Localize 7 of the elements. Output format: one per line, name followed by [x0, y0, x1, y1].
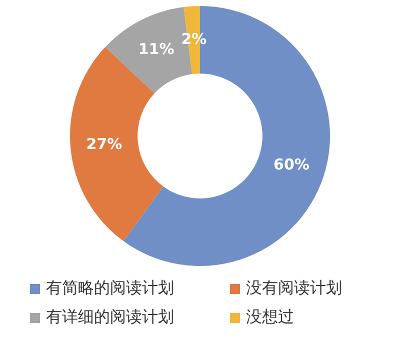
legend-label: 有详细的阅读计划 — [46, 307, 174, 328]
data-label: 27% — [86, 134, 122, 153]
legend-label: 没有阅读计划 — [246, 278, 342, 299]
data-label: 11% — [138, 40, 174, 58]
data-label: 60% — [274, 156, 310, 174]
legend-label: 没想过 — [246, 307, 294, 328]
legend-label: 有简略的阅读计划 — [46, 278, 174, 299]
